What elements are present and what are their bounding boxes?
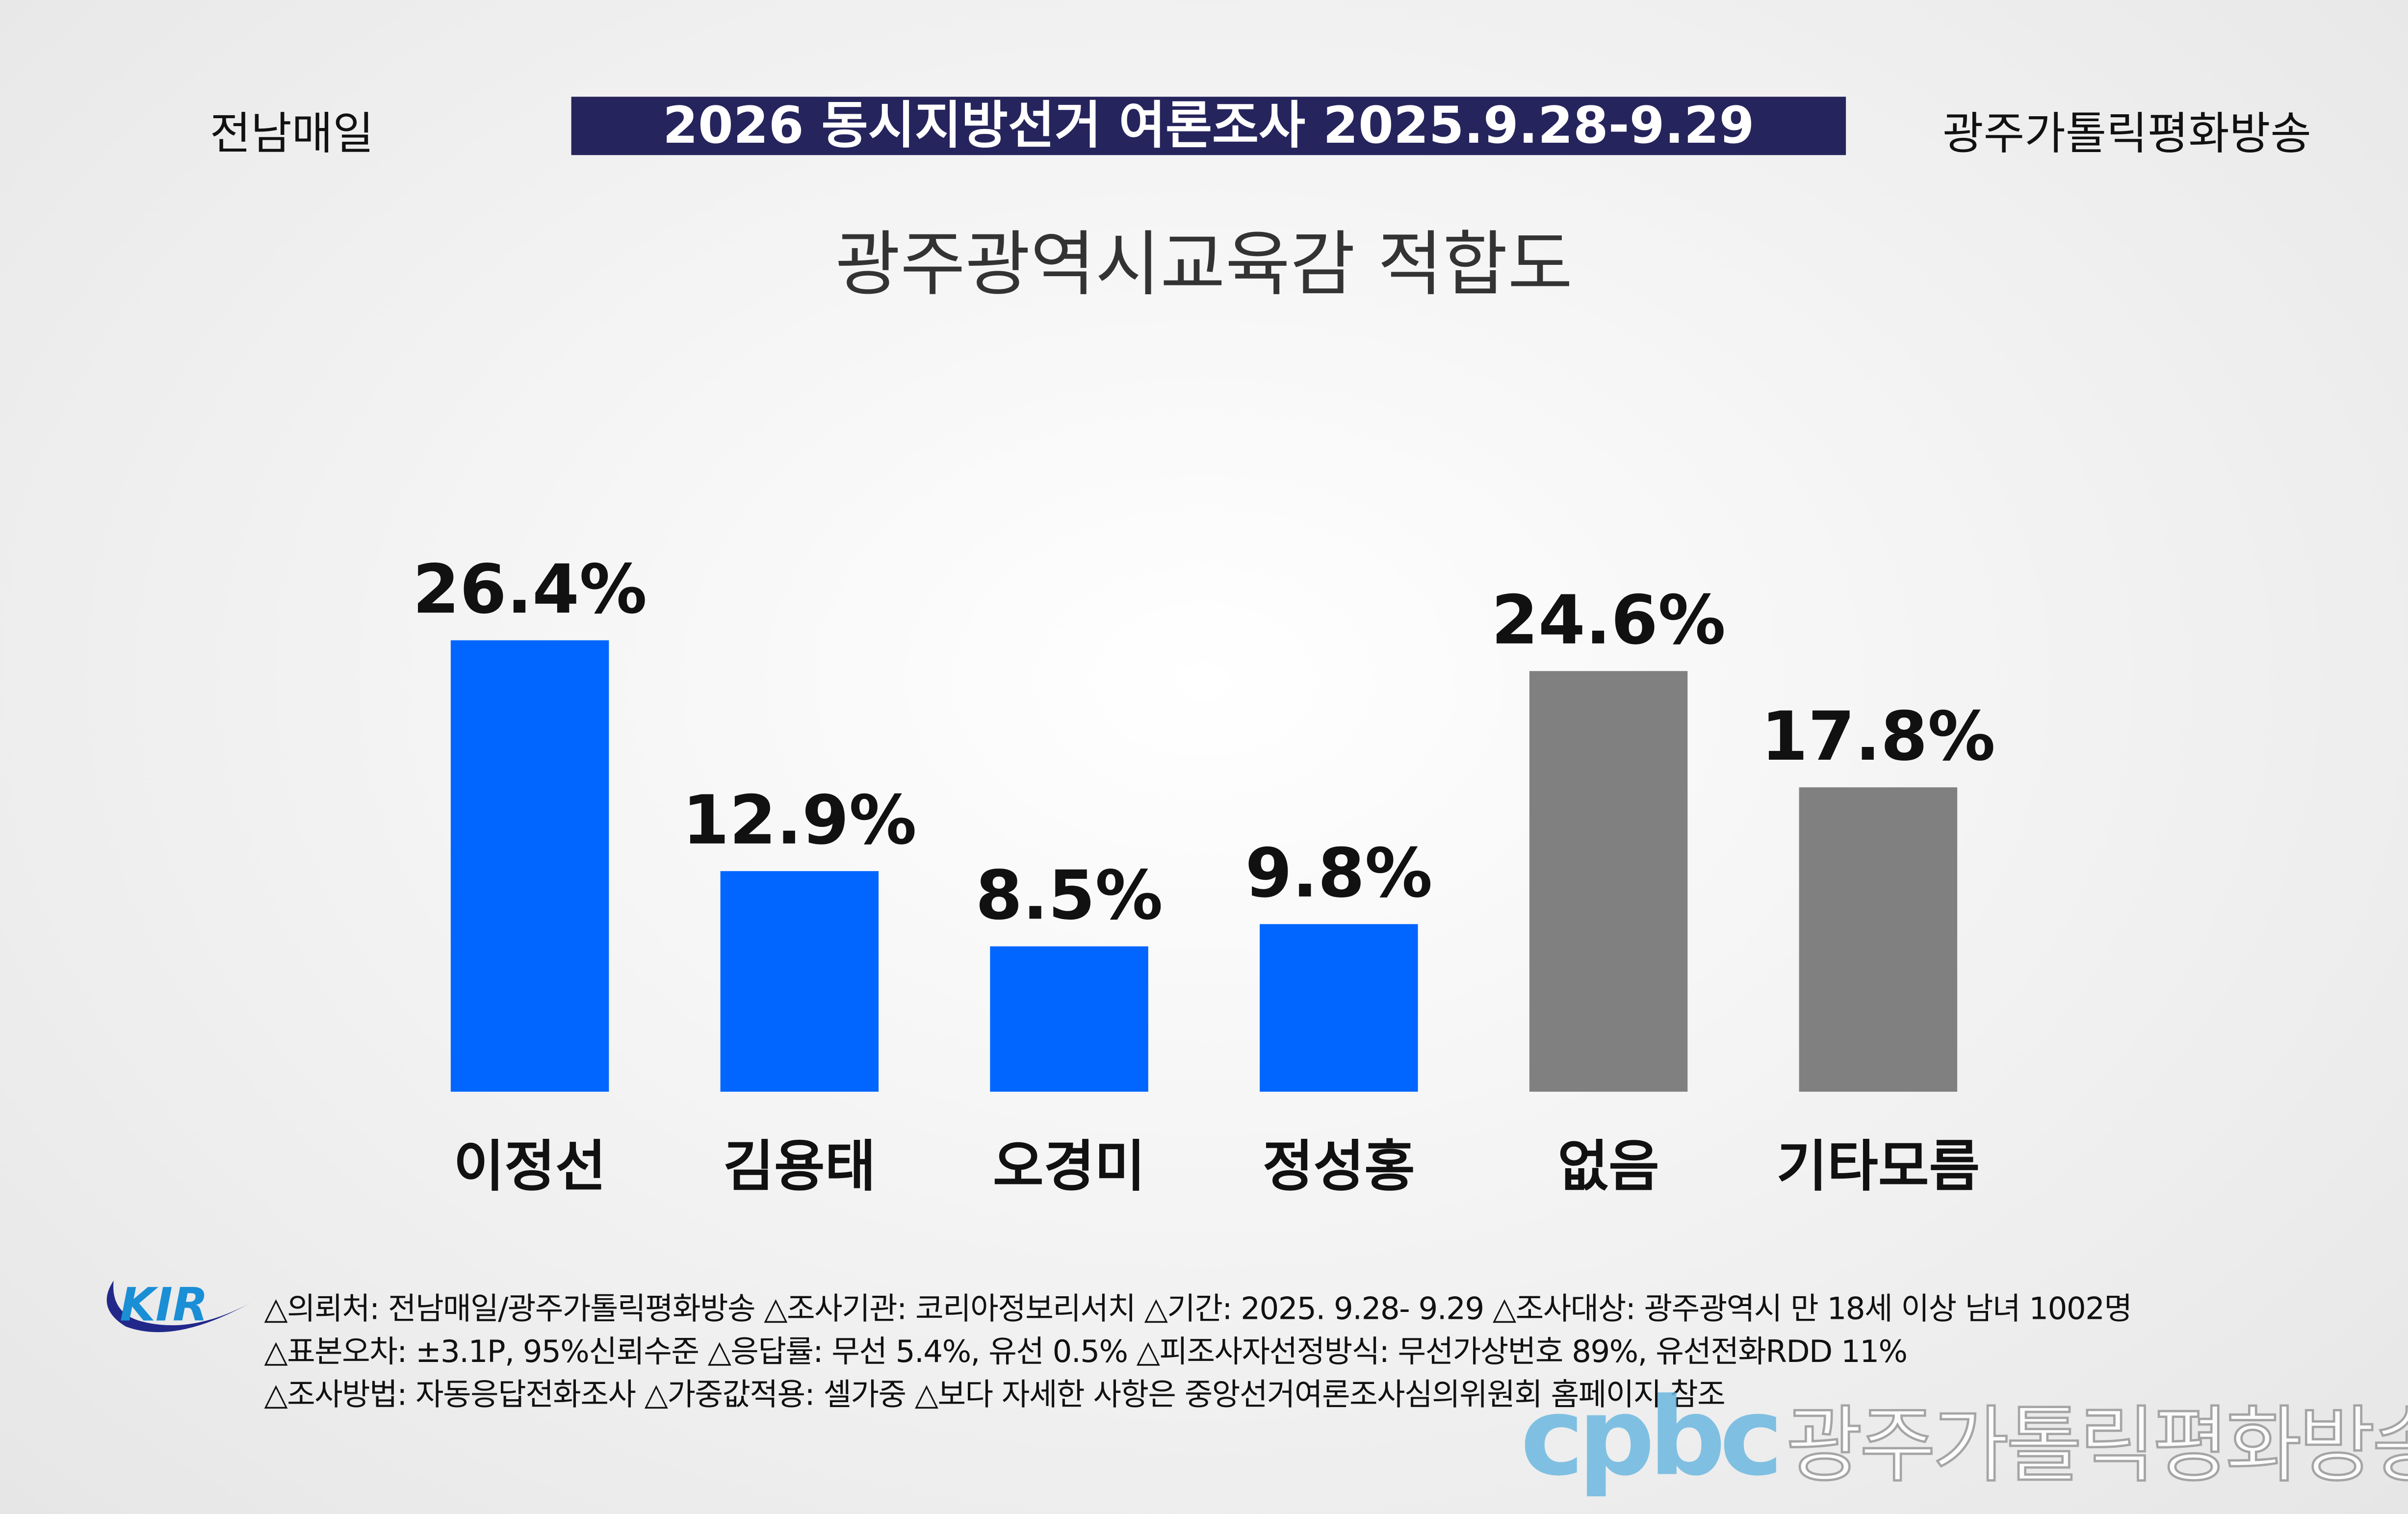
bar-2: [990, 946, 1148, 1092]
bar-5: [1799, 787, 1958, 1092]
cpbc-watermark: cpbc 광주가톨릭평화방송: [1520, 1374, 2408, 1500]
bar-1: [720, 871, 879, 1092]
left-source-label: 전남매일: [209, 107, 374, 160]
value-label: 17.8%: [1761, 697, 1995, 776]
bar-4: [1529, 671, 1688, 1092]
footnote-line-1: △의뢰처: 전남매일/광주가톨릭평화방송 △조사기관: 코리아정보리서치 △기간…: [264, 1289, 2132, 1327]
category-label: 정성홍: [1263, 1134, 1415, 1199]
footnote-line-2: △표본오차: ±3.1P, 95%신뢰수준 △응답률: 무선 5.4%, 유선 …: [264, 1333, 1908, 1370]
category-label: 없음: [1557, 1134, 1659, 1199]
value-label: 24.6%: [1491, 581, 1726, 660]
footnote-line-3: △조사방법: 자동응답전화조사 △가중값적용: 셀가중 △보다 자세한 사항은 …: [264, 1376, 1725, 1413]
category-label: 김용태: [723, 1134, 876, 1199]
chart-title: 광주광역시교육감 적합도: [835, 222, 1573, 306]
cpbc-logo-text: cpbc: [1520, 1374, 1783, 1500]
cpbc-name: 광주가톨릭평화방송: [1785, 1396, 2408, 1495]
bar-0: [450, 640, 609, 1092]
kir-logo: KIR: [106, 1278, 252, 1333]
survey-banner: 2026 동시지방선거 여론조사 2025.9.28-9.29: [571, 96, 1846, 155]
bar-3: [1260, 924, 1418, 1092]
value-label: 9.8%: [1245, 834, 1432, 913]
value-label: 12.9%: [682, 781, 917, 860]
svg-text:KIR: KIR: [120, 1278, 208, 1332]
right-source-label: 광주가톨릭평화방송: [1942, 107, 2311, 160]
value-label: 26.4%: [413, 550, 647, 629]
category-label: 이정선: [454, 1134, 606, 1199]
value-label: 8.5%: [976, 856, 1163, 935]
category-label: 오경미: [993, 1134, 1145, 1199]
category-label: 기타모름: [1776, 1134, 1980, 1199]
